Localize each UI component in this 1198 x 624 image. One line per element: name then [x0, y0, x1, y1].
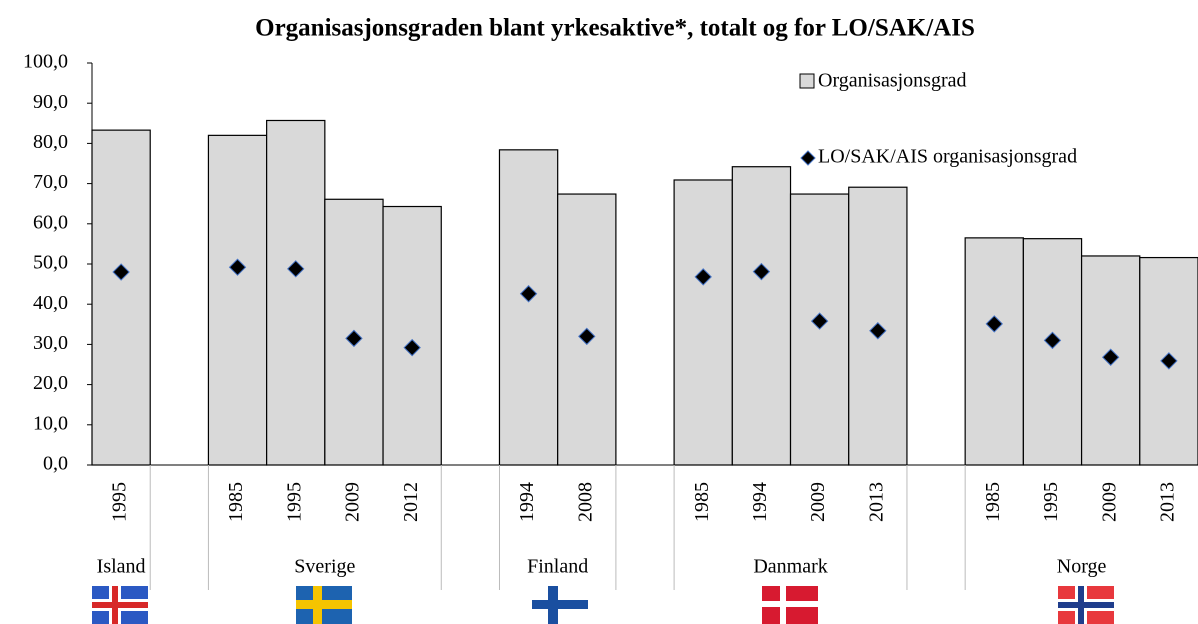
marker	[1101, 348, 1120, 366]
marker	[578, 327, 596, 346]
marker	[694, 268, 712, 286]
y-tick-label: 10,0	[33, 412, 68, 434]
bar	[673, 179, 733, 466]
flag-danmark	[762, 586, 818, 624]
marker	[1160, 352, 1178, 370]
legend-swatch	[800, 150, 816, 166]
x-tick-label: 2008	[574, 482, 596, 522]
marker	[1043, 331, 1062, 350]
marker	[869, 322, 887, 340]
legend-label: Organisasjonsgrad	[818, 70, 967, 92]
group-label: Finland	[527, 556, 588, 578]
y-tick-label: 80,0	[33, 131, 68, 153]
y-tick-label: 20,0	[33, 372, 68, 394]
flags	[92, 586, 1114, 624]
group-label: Danmark	[753, 556, 827, 578]
marker	[752, 262, 771, 281]
bar	[91, 129, 151, 466]
bar	[498, 149, 559, 466]
chart-title: Organisasjonsgraden blant yrkesaktive*, …	[255, 15, 975, 42]
x-tick-label: 1985	[691, 482, 713, 522]
legend-label: LO/SAK/AIS organisasjonsgrad	[818, 146, 1077, 168]
marker	[345, 329, 363, 348]
x-tick-label: 2013	[1156, 482, 1178, 522]
marker	[112, 263, 130, 281]
y-tick-label: 70,0	[33, 171, 68, 193]
group-label: Island	[97, 556, 146, 578]
y-tick-label: 100,0	[23, 51, 68, 73]
y-tick-label: 50,0	[33, 252, 68, 274]
legend-swatch	[799, 73, 815, 89]
x-tick-label: 1995	[283, 482, 305, 522]
flag-norge	[1058, 586, 1114, 624]
x-tick-label: 1994	[516, 482, 538, 522]
flag-island	[92, 586, 148, 624]
y-tick-label: 40,0	[33, 292, 68, 314]
x-tick-label: 1995	[109, 482, 131, 522]
marker	[519, 285, 538, 303]
x-tick-label: 1985	[982, 482, 1004, 522]
x-tick-label: 1994	[749, 482, 771, 522]
x-tick-label: 2009	[342, 482, 364, 522]
bar	[266, 119, 326, 466]
group-label: Norge	[1057, 556, 1107, 578]
bar	[382, 205, 442, 466]
x-tick-label: 2009	[1098, 482, 1120, 522]
x-tick-label: 2012	[400, 482, 422, 522]
marker	[228, 258, 247, 276]
x-tick-label: 2013	[865, 482, 887, 522]
marker	[810, 312, 829, 330]
x-tick-label: 1985	[225, 482, 247, 522]
y-tick-label: 0,0	[43, 453, 68, 475]
marker	[985, 315, 1003, 333]
bar	[1022, 238, 1083, 466]
flag-sverige	[296, 586, 352, 624]
bar	[964, 237, 1024, 466]
marker	[287, 260, 305, 278]
bar	[731, 166, 792, 466]
y-tick-label: 90,0	[33, 91, 68, 113]
marker	[403, 338, 421, 357]
y-tick-label: 60,0	[33, 211, 68, 233]
bar	[207, 134, 268, 466]
x-tick-label: 2009	[807, 482, 829, 522]
group-label: Sverige	[294, 556, 355, 578]
y-tick-label: 30,0	[33, 332, 68, 354]
flag-finland	[532, 586, 588, 624]
x-tick-label: 1995	[1040, 482, 1062, 522]
